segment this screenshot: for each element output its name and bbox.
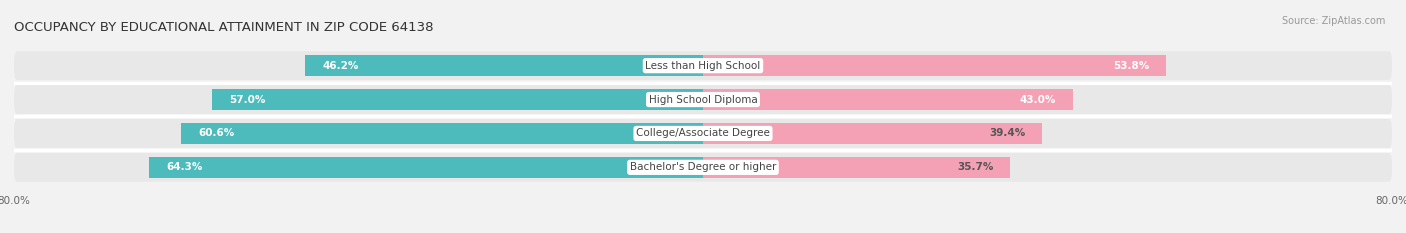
FancyBboxPatch shape bbox=[14, 85, 1392, 114]
Text: 60.6%: 60.6% bbox=[198, 128, 235, 138]
FancyBboxPatch shape bbox=[14, 153, 1392, 182]
Bar bbox=[703, 55, 1167, 76]
Text: OCCUPANCY BY EDUCATIONAL ATTAINMENT IN ZIP CODE 64138: OCCUPANCY BY EDUCATIONAL ATTAINMENT IN Z… bbox=[14, 21, 433, 34]
Text: High School Diploma: High School Diploma bbox=[648, 95, 758, 105]
Text: 35.7%: 35.7% bbox=[957, 162, 993, 172]
Text: Less than High School: Less than High School bbox=[645, 61, 761, 71]
Bar bbox=[181, 123, 703, 144]
Text: College/Associate Degree: College/Associate Degree bbox=[636, 128, 770, 138]
Text: 64.3%: 64.3% bbox=[166, 162, 202, 172]
Text: 46.2%: 46.2% bbox=[322, 61, 359, 71]
Text: 39.4%: 39.4% bbox=[988, 128, 1025, 138]
FancyBboxPatch shape bbox=[14, 119, 1392, 148]
Bar bbox=[212, 89, 703, 110]
Bar bbox=[703, 157, 1011, 178]
Bar bbox=[703, 89, 1073, 110]
FancyBboxPatch shape bbox=[14, 51, 1392, 80]
Text: 57.0%: 57.0% bbox=[229, 95, 266, 105]
Text: 43.0%: 43.0% bbox=[1019, 95, 1056, 105]
Bar bbox=[149, 157, 703, 178]
Text: 53.8%: 53.8% bbox=[1112, 61, 1149, 71]
Bar bbox=[703, 123, 1042, 144]
Bar bbox=[305, 55, 703, 76]
Text: Source: ZipAtlas.com: Source: ZipAtlas.com bbox=[1281, 16, 1385, 26]
Text: Bachelor's Degree or higher: Bachelor's Degree or higher bbox=[630, 162, 776, 172]
